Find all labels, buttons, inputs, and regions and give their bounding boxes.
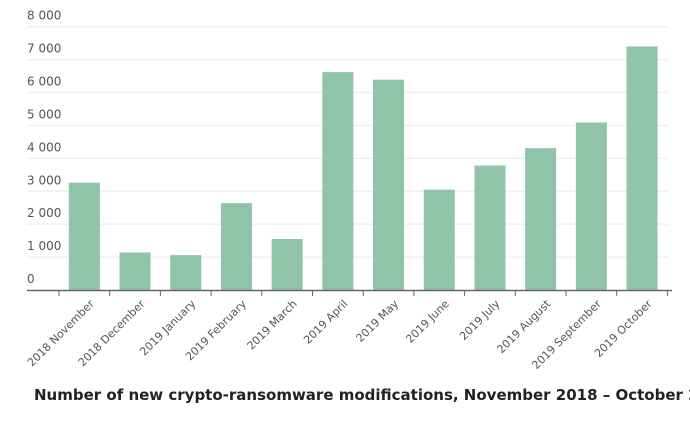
x-tick-label: 2019 March xyxy=(245,297,300,352)
x-tick-label: 2019 June xyxy=(403,297,452,346)
bar xyxy=(68,182,100,290)
y-tick-label: 7 000 xyxy=(27,42,61,56)
y-tick-label: 3 000 xyxy=(27,173,61,187)
x-tick-label: 2019 April xyxy=(301,297,350,346)
y-tick-label: 8 000 xyxy=(27,9,61,23)
bar xyxy=(474,165,506,290)
y-tick-label: 6 000 xyxy=(27,75,61,89)
bars xyxy=(68,46,658,291)
bar xyxy=(322,72,354,290)
bar xyxy=(575,122,607,290)
y-tick-label: 2 000 xyxy=(27,206,61,220)
chart-title: Number of new crypto-ransomware modifica… xyxy=(34,386,690,404)
y-tick-label: 4 000 xyxy=(27,140,61,154)
y-axis-labels: 0 1 000 2 000 3 000 4 000 5 000 6 000 7 000 8 00… xyxy=(27,9,61,286)
y-tick-label: 1 000 xyxy=(27,239,61,253)
x-axis xyxy=(27,289,672,296)
bar xyxy=(423,189,455,290)
x-tick-label: 2019 July xyxy=(457,297,503,343)
y-tick-label: 0 xyxy=(27,272,35,286)
bar xyxy=(271,238,303,290)
bar xyxy=(119,252,151,290)
bar xyxy=(170,255,202,290)
bar xyxy=(373,79,405,291)
bar xyxy=(626,46,658,291)
y-tick-label: 5 000 xyxy=(27,107,61,121)
bar xyxy=(220,203,252,290)
x-tick-label: 2019 May xyxy=(354,297,402,345)
bar xyxy=(525,148,557,290)
